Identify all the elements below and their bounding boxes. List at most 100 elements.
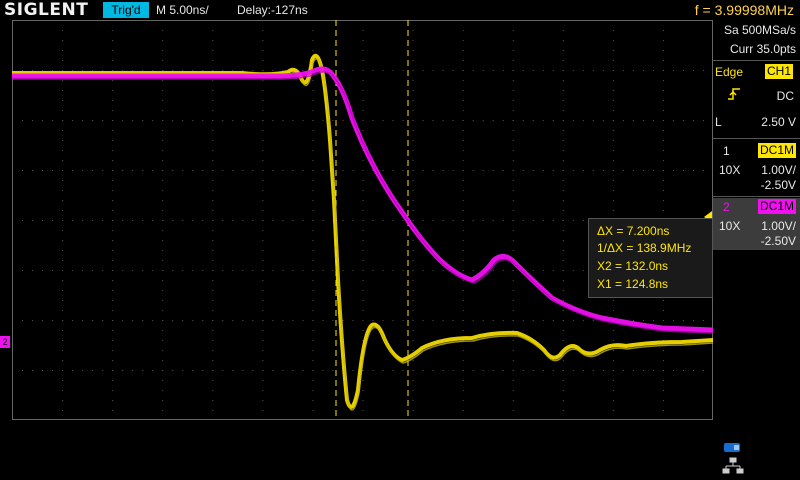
grid-dot: [232, 170, 234, 171]
grid-dot: [312, 210, 314, 211]
grid-dot: [112, 310, 114, 311]
grid-dot: [252, 170, 254, 171]
grid-dot: [512, 150, 514, 151]
grid-dot: [102, 120, 104, 121]
grid-dot: [532, 120, 534, 121]
grid-dot: [662, 110, 664, 111]
grid-dot: [62, 60, 64, 61]
grid-dot: [162, 410, 164, 411]
grid-dot: [172, 320, 174, 321]
grid-dot: [112, 90, 114, 91]
grid-dot: [112, 330, 114, 331]
grid-dot: [62, 260, 64, 261]
grid-dot: [442, 170, 444, 171]
grid-dot: [412, 410, 414, 411]
grid-dot: [212, 170, 214, 171]
divider: [713, 196, 800, 197]
grid-dot: [562, 170, 564, 171]
grid-dot: [562, 400, 564, 401]
grid-dot: [562, 280, 564, 281]
grid-dot: [102, 70, 104, 71]
grid-dot: [552, 370, 554, 371]
grid-dot: [512, 320, 514, 321]
grid-dot: [512, 50, 514, 51]
grid-dot: [572, 270, 574, 271]
grid-dot: [562, 180, 564, 181]
grid-dot: [362, 370, 364, 371]
grid-dot: [512, 130, 514, 131]
grid-dot: [212, 340, 214, 341]
grid-dot: [212, 350, 214, 351]
timebase-readout[interactable]: M 5.00ns/: [156, 3, 209, 17]
network-icon: [722, 457, 744, 474]
grid-dot: [662, 180, 664, 181]
grid-dot: [312, 330, 314, 331]
grid-dot: [162, 100, 164, 101]
grid-dot: [322, 120, 324, 121]
grid-dot: [262, 210, 264, 211]
grid-dot: [62, 40, 64, 41]
grid-dot: [462, 110, 464, 111]
grid-dot: [212, 50, 214, 51]
grid-dot: [62, 360, 64, 361]
grid-dot: [212, 100, 214, 101]
ch2-probe: 10X: [719, 219, 741, 233]
grid-dot: [132, 370, 134, 371]
grid-dot: [512, 410, 514, 411]
grid-dot: [162, 80, 164, 81]
status-icons[interactable]: [722, 442, 744, 478]
grid-dot: [512, 340, 514, 341]
grid-dot: [412, 100, 414, 101]
grid-dot: [62, 290, 64, 291]
waveform-display[interactable]: [12, 20, 713, 420]
grid-dot: [512, 370, 514, 371]
grid-dot: [92, 120, 94, 121]
grid-dot: [262, 280, 264, 281]
grid-dot: [582, 220, 584, 221]
grid-dot: [622, 170, 624, 171]
grid-dot: [402, 120, 404, 121]
grid-dot: [612, 130, 614, 131]
grid-dot: [22, 370, 24, 371]
trigger-status-badge[interactable]: Trig'd: [103, 2, 149, 18]
grid-dot: [612, 210, 614, 211]
grid-dot: [202, 270, 204, 271]
grid-dot: [422, 320, 424, 321]
grid-dot: [662, 50, 664, 51]
grid-dot: [162, 390, 164, 391]
grid-dot: [362, 400, 364, 401]
grid-dot: [522, 70, 524, 71]
grid-dot: [232, 120, 234, 121]
grid-dot: [422, 370, 424, 371]
grid-dot: [462, 210, 464, 211]
grid-dot: [222, 220, 224, 221]
grid-dot: [692, 320, 694, 321]
grid-dot: [302, 370, 304, 371]
grid-dot: [112, 320, 114, 321]
grid-dot: [632, 320, 634, 321]
grid-dot: [672, 170, 674, 171]
grid-dot: [252, 270, 254, 271]
grid-dot: [492, 370, 494, 371]
trigger-level-marker[interactable]: [704, 211, 712, 223]
grid-dot: [312, 380, 314, 381]
grid-dot: [562, 380, 564, 381]
grid-dot: [62, 210, 64, 211]
brand-logo: SIGLENT: [4, 0, 89, 20]
grid-dot: [132, 220, 134, 221]
grid-dot: [412, 180, 414, 181]
grid-dot: [112, 350, 114, 351]
grid-dot: [62, 90, 64, 91]
grid-dot: [162, 120, 164, 121]
ch2-offset-marker[interactable]: 2: [0, 336, 10, 348]
grid-dot: [362, 320, 364, 321]
grid-dot: [32, 270, 34, 271]
grid-dot: [482, 70, 484, 71]
grid-dot: [632, 120, 634, 121]
grid-dot: [362, 230, 364, 231]
grid-dot: [212, 410, 214, 411]
grid-dot: [32, 320, 34, 321]
grid-dot: [592, 370, 594, 371]
grid-dot: [562, 300, 564, 301]
delay-readout[interactable]: Delay:-127ns: [237, 3, 308, 17]
